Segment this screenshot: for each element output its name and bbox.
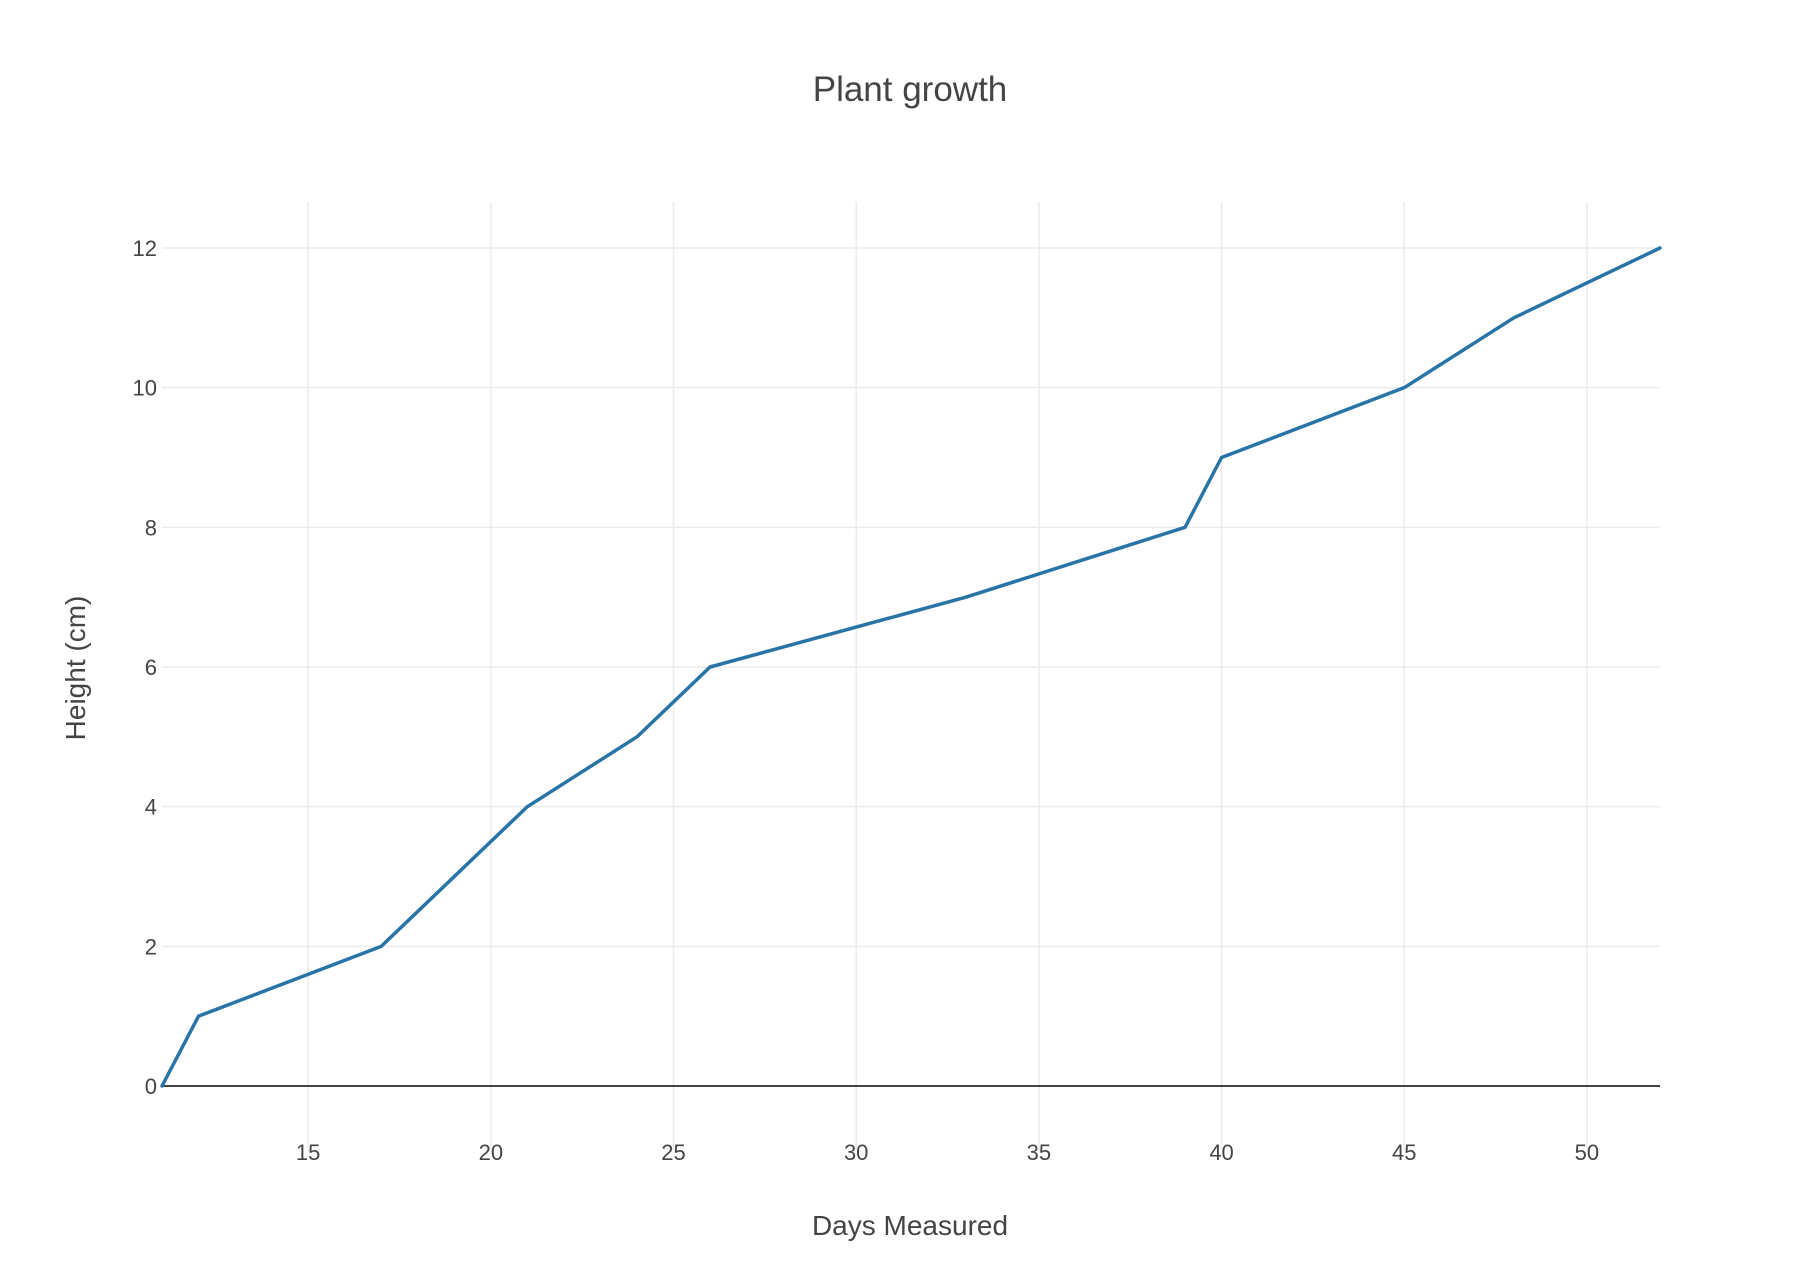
x-tick-label: 15	[296, 1140, 320, 1165]
x-tick-label: 45	[1392, 1140, 1416, 1165]
x-axis-ticks: 15 20 25 30 35 40 45 50	[296, 1140, 1599, 1165]
y-axis-title: Height (cm)	[60, 596, 91, 741]
x-tick-label: 40	[1209, 1140, 1233, 1165]
chart-title: Plant growth	[813, 70, 1008, 109]
x-tick-label: 35	[1027, 1140, 1051, 1165]
y-tick-label: 12	[133, 236, 157, 261]
y-tick-label: 10	[133, 376, 157, 401]
x-tick-label: 50	[1575, 1140, 1599, 1165]
y-axis-ticks: 0 2 4 6 8 10 12	[133, 236, 157, 1099]
x-tick-label: 25	[661, 1140, 685, 1165]
series-line-0	[160, 246, 1662, 1088]
gridlines	[162, 202, 1660, 1150]
x-tick-label: 20	[479, 1140, 503, 1165]
x-axis-title: Days Measured	[812, 1210, 1008, 1241]
y-tick-label: 6	[145, 655, 157, 680]
series-layer	[160, 246, 1662, 1088]
y-tick-label: 0	[145, 1074, 157, 1099]
y-tick-label: 4	[145, 795, 157, 820]
x-tick-label: 30	[844, 1140, 868, 1165]
y-tick-label: 8	[145, 515, 157, 540]
y-tick-label: 2	[145, 934, 157, 959]
